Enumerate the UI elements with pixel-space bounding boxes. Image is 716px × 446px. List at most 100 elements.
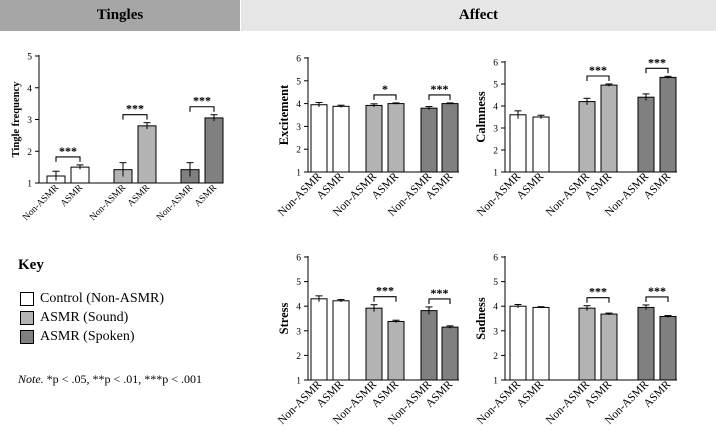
sadness-sig-label-1: *** (648, 284, 666, 298)
affect-header: Affect (241, 0, 716, 31)
calmness-sig-label-0: *** (589, 63, 607, 77)
tingles-ytick-label: 4 (27, 84, 32, 94)
tingles-bar-5 (204, 117, 224, 184)
stress-bar-4 (420, 310, 438, 381)
calmness-ytick-label: 2 (493, 147, 498, 157)
legend-label-spoken: ASMR (Spoken) (40, 329, 135, 344)
excitement-ytick-label: 2 (296, 146, 301, 156)
stress-bar-2 (365, 307, 383, 381)
excitement-bar-0 (310, 104, 328, 173)
stress-ytick-label: 6 (296, 254, 301, 264)
calmness-sig-bracket-1 (645, 67, 669, 74)
stress-sig-bracket-0 (373, 296, 397, 302)
stress-ytick-label: 5 (296, 278, 301, 288)
sadness-ytick-label: 3 (493, 327, 498, 337)
note-label: Note. (18, 372, 44, 386)
stress-ylabel: Stress (277, 303, 291, 335)
sadness-sig-label-0: *** (589, 285, 607, 299)
sadness-ytick-label: 6 (493, 254, 498, 264)
excitement-sig-bracket-1 (428, 94, 451, 100)
sadness-ytick-label: 1 (493, 377, 498, 387)
excitement-bar-2 (365, 104, 383, 173)
calmness-ytick-label: 1 (493, 169, 498, 179)
excitement-bar-5 (441, 103, 459, 173)
note-text: *p < .05, **p < .01, ***p < .001 (43, 372, 202, 386)
calmness-bar-3 (600, 84, 618, 173)
calmness-category-label-1: ASMR (515, 170, 547, 202)
excitement-bar-3 (387, 103, 405, 173)
sadness-ytick-label: 4 (493, 303, 498, 313)
excitement-ylabel: Excitement (277, 84, 291, 145)
sadness-sig-bracket-0 (586, 297, 610, 303)
sadness-bar-5 (659, 316, 677, 381)
calmness-bar-5 (659, 76, 677, 173)
sadness-bar-2 (578, 307, 596, 381)
stress-ytick-label: 2 (296, 352, 301, 362)
calmness-chart: 123456CalmnessNon-ASMRASMRNon-ASMRASMRNo… (474, 55, 677, 219)
tingles-sig-bracket-2 (189, 106, 215, 112)
stress-ytick-label: 1 (296, 377, 301, 387)
stress-sig-label-1: *** (431, 286, 449, 300)
calmness-ytick-label: 4 (493, 103, 498, 113)
tingles-sig-bracket-1 (122, 114, 148, 120)
tingles-ytick-label: 3 (27, 116, 32, 126)
calmness-ytick-label: 5 (493, 81, 498, 91)
tingles-header: Tingles (0, 0, 240, 31)
tingles-sig-label-2: *** (193, 94, 211, 108)
stress-ytick-label: 3 (296, 327, 301, 337)
calmness-ylabel: Calmness (474, 91, 488, 143)
stress-bar-3 (387, 320, 405, 381)
sadness-category-label-1: ASMR (515, 378, 547, 410)
excitement-ytick-label: 6 (296, 55, 301, 65)
sadness-chart: 123456SadnessNon-ASMRASMRNon-ASMRASMRNon… (474, 254, 677, 427)
legend-item-sound: ASMR (Sound) (20, 310, 128, 326)
sadness-ytick-label: 5 (493, 278, 498, 288)
calmness-bar-4 (637, 96, 655, 173)
sadness-bar-1 (532, 306, 550, 381)
stress-bar-1 (332, 300, 350, 381)
tingles-ytick-label: 2 (27, 148, 32, 158)
legend-label-sound: ASMR (Sound) (40, 310, 129, 325)
tingles-sig-label-0: *** (59, 144, 77, 158)
tingles-ylabel: Tingle frequency (11, 81, 22, 157)
calmness-sig-bracket-0 (586, 75, 610, 81)
sadness-ytick-label: 2 (493, 352, 498, 362)
stress-bar-5 (441, 326, 459, 381)
sadness-ylabel: Sadness (474, 297, 488, 340)
stress-sig-bracket-1 (428, 298, 451, 304)
calmness-bar-1 (532, 116, 550, 173)
calmness-ytick-label: 3 (493, 125, 498, 135)
excitement-ytick-label: 1 (296, 169, 301, 179)
excitement-bar-4 (420, 107, 438, 173)
legend-title: Key (18, 257, 44, 273)
legend-item-control: Control (Non-ASMR) (20, 291, 164, 307)
legend-swatch-sound (20, 311, 34, 325)
excitement-sig-bracket-0 (373, 94, 397, 100)
stress-ytick-label: 4 (296, 303, 301, 313)
legend-swatch-control (20, 292, 34, 306)
stress-sig-label-0: *** (376, 284, 394, 298)
tingles-sig-label-1: *** (126, 102, 144, 116)
tingles-ytick-label: 5 (27, 53, 32, 63)
sadness-bar-3 (600, 313, 618, 381)
significance-note: Note. *p < .05, **p < .01, ***p < .001 (18, 372, 202, 387)
calmness-bar-0 (509, 114, 527, 173)
calmness-bar-2 (578, 101, 596, 173)
sadness-sig-bracket-1 (645, 296, 669, 302)
excitement-ytick-label: 5 (296, 77, 301, 87)
sadness-bar-0 (509, 305, 527, 381)
sadness-bar-4 (637, 306, 655, 381)
legend-swatch-spoken (20, 330, 34, 344)
calmness-ytick-label: 6 (493, 59, 498, 69)
excitement-sig-label-1: *** (431, 82, 449, 96)
tingles-ytick-label: 1 (27, 180, 32, 190)
excitement-bar-1 (332, 105, 350, 173)
legend-label-control: Control (Non-ASMR) (40, 291, 165, 306)
legend-item-spoken: ASMR (Spoken) (20, 329, 135, 345)
tingles-sig-bracket-0 (55, 156, 81, 162)
stress-bar-0 (310, 298, 328, 381)
excitement-sig-label-0: * (382, 82, 388, 96)
excitement-ytick-label: 3 (296, 123, 301, 133)
calmness-sig-label-1: *** (648, 55, 666, 69)
